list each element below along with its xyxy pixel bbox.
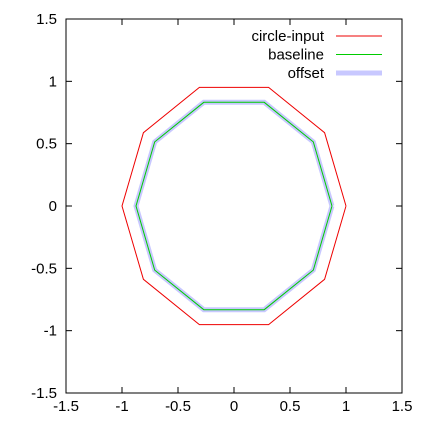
x-tick-label: 1.5 <box>392 398 413 415</box>
y-tick-label: 1 <box>49 73 57 90</box>
legend-label-offset: offset <box>288 65 325 82</box>
x-tick-label: 0.5 <box>280 398 301 415</box>
series-line-circle-input <box>121 86 347 326</box>
legend-label-baseline: baseline <box>268 47 324 64</box>
series-line-baseline <box>135 101 333 311</box>
x-tick-label: -1 <box>115 398 128 415</box>
x-tick-label: 0 <box>230 398 238 415</box>
y-tick-label: -1.5 <box>31 385 57 402</box>
y-tick-label: -1 <box>44 323 57 340</box>
x-tick-label: -0.5 <box>165 398 191 415</box>
y-tick-label: 1.5 <box>36 11 57 28</box>
series-layer <box>121 86 347 326</box>
x-tick-label: 1 <box>342 398 350 415</box>
y-tick-label: -0.5 <box>31 260 57 277</box>
x-tick-label: -1.5 <box>53 398 79 415</box>
y-tick-label: 0.5 <box>36 136 57 153</box>
legend-label-circle-input: circle-input <box>251 28 324 45</box>
axis-ticks: -1.5 -1 -0.5 0 0.5 1 1.5 -1.5 -1 -0.5 0 0.5 1 1.5 <box>31 11 412 415</box>
y-tick-label: 0 <box>49 198 57 215</box>
